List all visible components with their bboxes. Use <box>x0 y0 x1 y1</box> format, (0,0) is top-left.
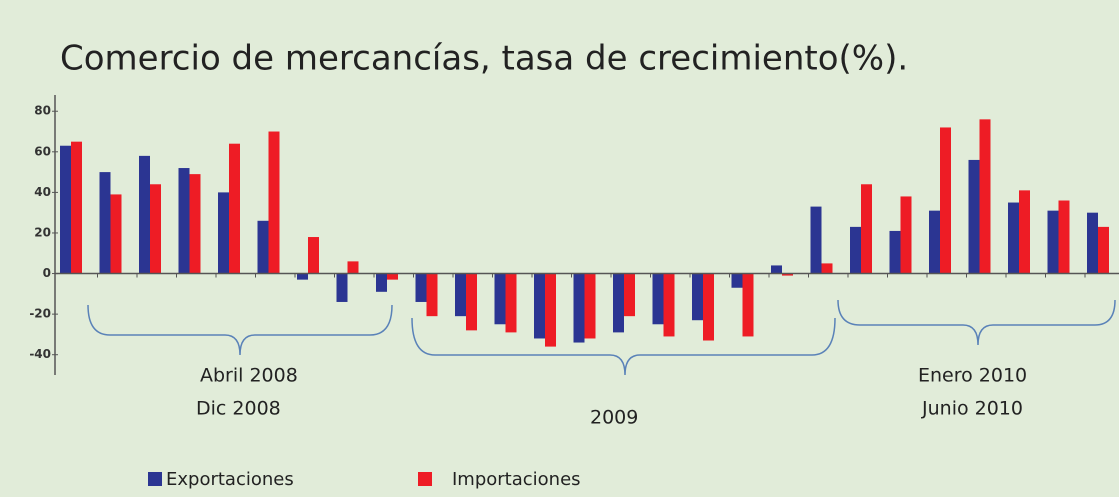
legend-label: Importaciones <box>452 469 581 490</box>
bar <box>466 273 477 331</box>
y-tick-label: -20 <box>29 307 51 321</box>
bar <box>968 159 980 274</box>
bar <box>99 172 111 274</box>
bar <box>178 168 190 274</box>
bar <box>624 273 635 317</box>
bar <box>218 192 229 274</box>
bar <box>545 273 556 347</box>
bar <box>336 273 348 302</box>
bar <box>573 273 585 343</box>
bar <box>1087 212 1098 274</box>
chart-title: Comercio de mercancías, tasa de crecimie… <box>60 39 908 79</box>
annotation: Junio 2010 <box>921 398 1023 420</box>
bar <box>376 273 387 292</box>
bar <box>139 155 150 274</box>
bar <box>703 273 714 341</box>
annotation: Abril 2008 <box>200 365 298 387</box>
bar <box>1098 226 1109 274</box>
bar <box>308 237 319 274</box>
annotation: Enero 2010 <box>918 365 1027 387</box>
bar <box>534 273 545 339</box>
bar <box>257 220 269 274</box>
bar <box>940 127 951 274</box>
bar <box>900 196 912 274</box>
bar <box>1047 210 1059 274</box>
bar <box>110 194 122 274</box>
y-tick-label: -40 <box>29 347 51 361</box>
bar <box>415 273 427 302</box>
bar <box>692 273 703 321</box>
bar <box>850 226 861 274</box>
bar <box>584 273 596 339</box>
bar <box>821 263 833 274</box>
legend-label: Exportaciones <box>166 469 294 490</box>
y-tick-label: 40 <box>34 185 51 199</box>
legend-swatch <box>418 472 432 486</box>
legend-swatch <box>148 472 162 486</box>
annotation: 2009 <box>590 407 638 429</box>
bar <box>652 273 664 325</box>
bar <box>347 261 359 274</box>
bar <box>1008 202 1019 274</box>
bar <box>150 184 161 274</box>
bar <box>1058 200 1070 274</box>
bar <box>455 273 466 317</box>
bar <box>1019 190 1030 274</box>
bar <box>426 273 438 317</box>
bar <box>663 273 675 337</box>
bar <box>979 119 991 274</box>
bar <box>731 273 743 288</box>
annotation: Dic 2008 <box>196 398 281 420</box>
bar <box>505 273 517 333</box>
bar <box>742 273 754 337</box>
bar <box>782 273 793 276</box>
bar <box>268 131 280 274</box>
brace <box>87 304 393 356</box>
bar <box>297 273 308 280</box>
bar <box>889 230 901 274</box>
y-tick-label: 80 <box>34 104 51 118</box>
y-tick-label: 60 <box>34 144 51 158</box>
bar <box>189 174 201 274</box>
bar <box>929 210 940 274</box>
bar <box>71 141 82 274</box>
y-tick-label: 20 <box>34 225 51 239</box>
bar <box>771 265 782 274</box>
bar <box>613 273 624 333</box>
bar <box>229 143 240 274</box>
brace <box>411 317 836 376</box>
brace <box>837 299 1116 346</box>
bar <box>494 273 506 325</box>
bar <box>387 273 398 280</box>
bar <box>810 206 822 274</box>
bar <box>861 184 872 274</box>
y-tick-label: 0 <box>43 266 51 280</box>
bar <box>60 145 71 274</box>
